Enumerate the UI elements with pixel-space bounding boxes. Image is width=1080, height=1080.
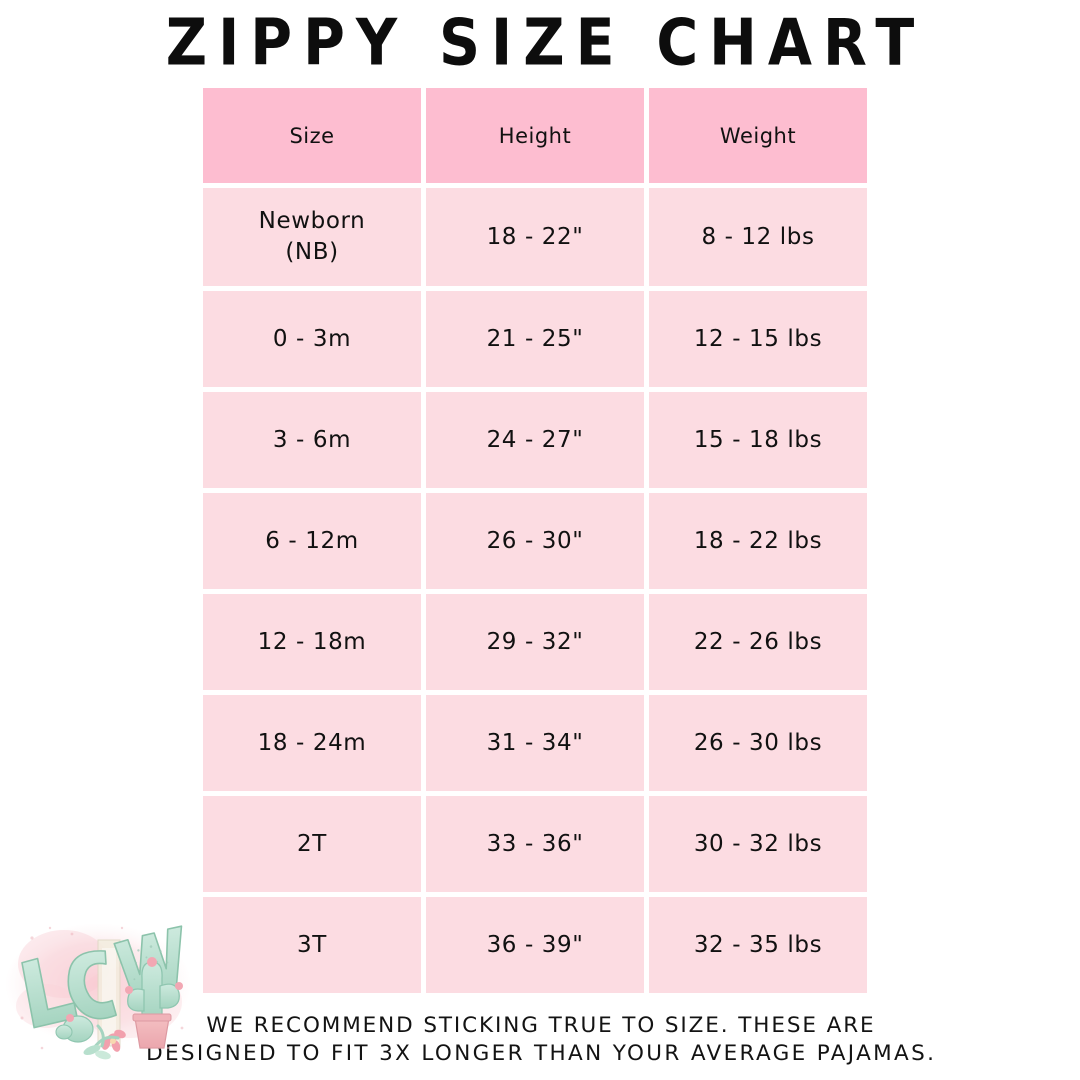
cell-height: 24 - 27" [426,392,644,488]
table-row: 3 - 6m 24 - 27" 15 - 18 lbs [203,392,867,488]
cell-height: 31 - 34" [426,695,644,791]
cell-height: 33 - 36" [426,796,644,892]
cell-weight: 30 - 32 lbs [649,796,867,892]
flower-bud-icon [125,986,133,994]
cell-height: 21 - 25" [426,291,644,387]
cell-size: 3T [203,897,421,993]
column-header-height: Height [426,88,644,183]
footer-note-line-2: DESIGNED TO FIT 3X LONGER THAN YOUR AVER… [146,1041,937,1066]
cell-size-line-2: (NB) [285,239,339,265]
cell-size: 12 - 18m [203,594,421,690]
cell-weight: 8 - 12 lbs [649,188,867,286]
footer-note: WE RECOMMEND STICKING TRUE TO SIZE. THES… [0,1012,1080,1068]
cell-weight: 12 - 15 lbs [649,291,867,387]
table-row: 2T 33 - 36" 30 - 32 lbs [203,796,867,892]
table-row: 3T 36 - 39" 32 - 35 lbs [203,897,867,993]
cell-size: 6 - 12m [203,493,421,589]
column-header-weight: Weight [649,88,867,183]
flower-bud-icon [175,982,183,990]
size-chart-table: Size Height Weight Newborn (NB) 18 - 22"… [198,83,872,998]
flower-bud-icon [147,957,157,967]
column-header-size: Size [203,88,421,183]
cell-height: 29 - 32" [426,594,644,690]
cell-height: 36 - 39" [426,897,644,993]
cell-weight: 18 - 22 lbs [649,493,867,589]
cell-size: 2T [203,796,421,892]
cell-weight: 15 - 18 lbs [649,392,867,488]
cell-height: 26 - 30" [426,493,644,589]
footer-note-line-1: WE RECOMMEND STICKING TRUE TO SIZE. THES… [206,1013,876,1038]
page-title: ZIPPY SIZE CHART [165,6,926,80]
cell-weight: 22 - 26 lbs [649,594,867,690]
cell-weight: 32 - 35 lbs [649,897,867,993]
table-row: 18 - 24m 31 - 34" 26 - 30 lbs [203,695,867,791]
table-row: 12 - 18m 29 - 32" 22 - 26 lbs [203,594,867,690]
table-header-row: Size Height Weight [203,88,867,183]
cell-size: 18 - 24m [203,695,421,791]
cell-size: Newborn (NB) [203,188,421,286]
cell-size: 3 - 6m [203,392,421,488]
cell-weight: 26 - 30 lbs [649,695,867,791]
table-row: Newborn (NB) 18 - 22" 8 - 12 lbs [203,188,867,286]
table-row: 6 - 12m 26 - 30" 18 - 22 lbs [203,493,867,589]
table-row: 0 - 3m 21 - 25" 12 - 15 lbs [203,291,867,387]
cell-size: 0 - 3m [203,291,421,387]
cell-height: 18 - 22" [426,188,644,286]
speckle-texture-icon [133,945,169,989]
cell-size-line-1: Newborn [258,208,366,235]
